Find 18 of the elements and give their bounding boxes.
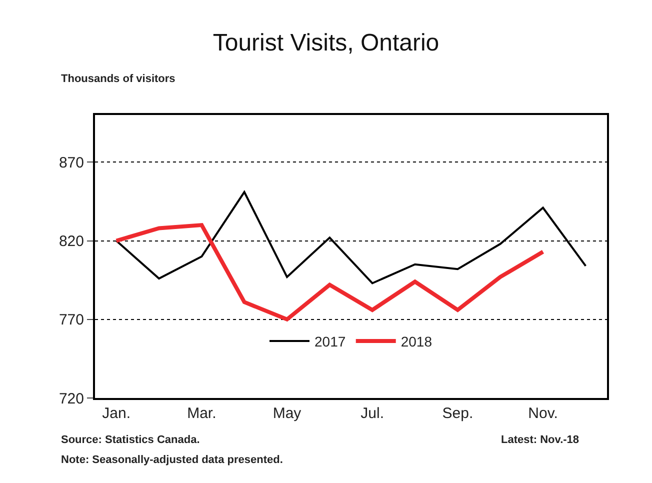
y-axis-title: Thousands of visitors [61, 73, 176, 85]
x-tick-label: Nov. [528, 405, 558, 422]
text: Latest: Nov.-18 [501, 434, 580, 446]
line-series [114, 223, 545, 322]
x-tick-label: Mar. [187, 405, 216, 422]
source-note: Source: Statistics Canada. [61, 434, 200, 446]
y-tick-label: 820 [58, 233, 84, 250]
x-tick-label: Jul. [360, 405, 384, 422]
text: Note: Seasonally-adjusted data presented. [61, 454, 283, 466]
x-tick-label: Jan. [102, 405, 131, 422]
chart-title: Tourist Visits, Ontario [212, 30, 440, 57]
legend-label: 2017 [314, 333, 346, 350]
legend-label: 2018 [400, 333, 432, 350]
x-tick-label: May [272, 405, 302, 422]
y-tick-label: 720 [58, 390, 84, 408]
y-tick-label: 870 [58, 154, 84, 172]
x-tick-label: Sep. [442, 405, 474, 422]
y-tick-label: 770 [58, 312, 84, 329]
